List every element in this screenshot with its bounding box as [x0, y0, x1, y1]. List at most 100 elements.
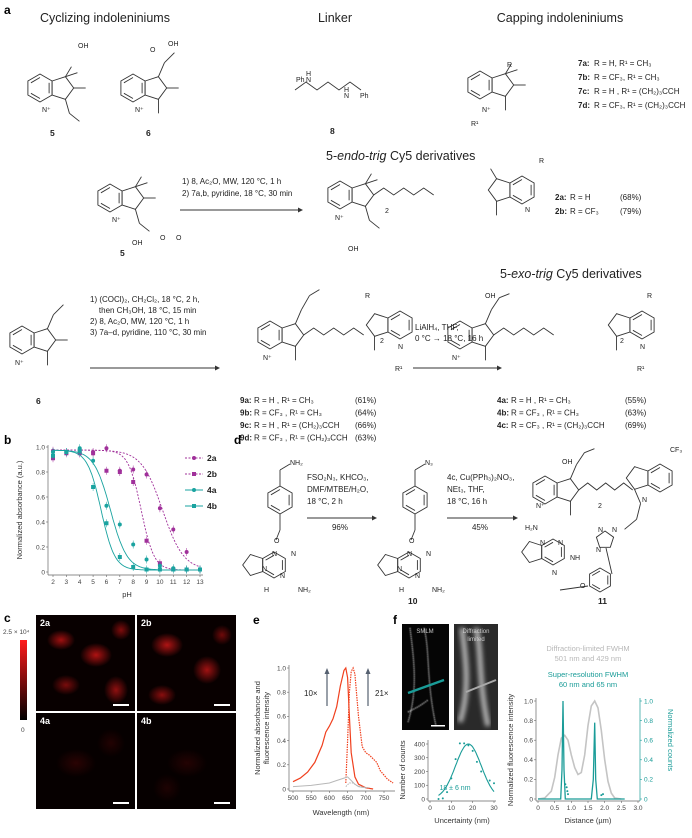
- x-tick-label: 0: [536, 805, 540, 812]
- fit-curve-2a: [53, 449, 201, 568]
- bond: [295, 309, 302, 324]
- five-membered-ring: [281, 323, 305, 347]
- five-membered-ring: [144, 76, 168, 100]
- capping-list: 7a: R = H, R¹ = CH₃ 7b: R = CF₃, R¹ = CH…: [578, 59, 686, 110]
- double-bond: [265, 569, 275, 576]
- double-bond: [650, 482, 661, 489]
- x-tick-label: 550: [306, 795, 317, 802]
- bond: [490, 168, 497, 179]
- data-point-4b: [91, 485, 96, 489]
- atom-label: OH: [78, 43, 89, 50]
- triazole-ring: [595, 530, 615, 548]
- product-text: R = CF₃ , R¹ = CH₃: [254, 409, 322, 418]
- bond: [624, 518, 637, 530]
- bond: [505, 69, 518, 75]
- x-tick-label: 13: [196, 579, 204, 586]
- bond: [636, 503, 641, 520]
- histogram-point: [475, 760, 478, 763]
- y2-tick-label: 0.8: [644, 718, 653, 725]
- product-yield: (79%): [620, 207, 642, 216]
- fwhm-annotation: Diffraction-limited FWHM: [546, 644, 629, 653]
- benzene-ring: [647, 463, 673, 493]
- product-id: 9b:: [240, 409, 252, 418]
- double-bond: [30, 77, 41, 84]
- svg-text:2a:: 2a:: [555, 193, 567, 202]
- x-tick-label: 600: [324, 795, 335, 802]
- product-text: R = CF₃ , R¹ = CH₃: [511, 409, 579, 418]
- histogram-point: [463, 742, 466, 745]
- atom-label: NH₂: [432, 587, 445, 594]
- y-tick-label: 0.4: [524, 757, 533, 764]
- step1-condition-2: DMF/MTBE/H₂O,: [307, 485, 368, 494]
- profile-line: [537, 699, 622, 800]
- atom-label: NH₂: [290, 460, 303, 467]
- double-bond: [632, 329, 643, 336]
- data-point-4a: [144, 557, 149, 562]
- x-tick-label: 2.0: [600, 805, 609, 812]
- y-tick-label: 100: [414, 783, 425, 790]
- five-membered-ring: [487, 178, 511, 202]
- colorbar: [20, 640, 27, 720]
- benzene-ring: [97, 183, 123, 213]
- endo-title: 5-endo-trig Cy5 derivatives: [326, 149, 475, 163]
- product-yield: (66%): [355, 421, 377, 430]
- data-point-2b: [144, 538, 149, 543]
- profile-point: [567, 793, 569, 796]
- y-tick-label: 0.2: [277, 762, 286, 769]
- y-axis-label: fluorescence intensity: [262, 692, 271, 764]
- atom-label: 2: [620, 338, 624, 345]
- header-capping: Capping indoleniniums: [497, 11, 623, 25]
- five-membered-ring: [491, 73, 515, 97]
- atom-label: N⁺: [42, 107, 51, 114]
- double-bond: [100, 202, 111, 209]
- x-tick-label: 8: [131, 579, 135, 586]
- arrow-head: [324, 668, 330, 674]
- y-tick-label: 0: [529, 796, 533, 803]
- product-yield: (55%): [625, 396, 647, 405]
- atom-label: N: [272, 551, 277, 558]
- atom-label: N: [558, 540, 563, 547]
- profile-line: [538, 700, 625, 800]
- y-tick-label: 0.4: [277, 738, 286, 745]
- spectrum-line: [292, 776, 366, 789]
- bond: [275, 529, 281, 541]
- cap-id: 7c:: [578, 87, 590, 96]
- product-yield: (61%): [355, 396, 377, 405]
- bond: [135, 209, 140, 224]
- polymethine-chain: [493, 327, 554, 336]
- double-bond: [330, 184, 341, 191]
- legend-marker: [192, 472, 196, 476]
- data-point-2b: [104, 468, 109, 473]
- histogram-point: [450, 777, 453, 780]
- svg-text:7b:: 7b:: [578, 73, 590, 82]
- atom-label: N: [398, 344, 403, 351]
- product-text: R = H , R¹ = CH₃: [511, 396, 571, 405]
- step2-condition-2: NEt₃, THF,: [447, 485, 485, 494]
- bond: [505, 63, 512, 74]
- atom-label: N: [291, 551, 296, 558]
- endo-condition-2: 2) 7a,b, pyridine, 18 °C, 30 min: [182, 189, 292, 198]
- step2-condition-3: 18 °C, 16 h: [447, 497, 487, 506]
- chemical-structures: [9, 52, 673, 593]
- atom-label: N: [598, 527, 603, 534]
- atom-label: R¹: [637, 366, 645, 373]
- cap-text: R = H, R¹ = CH₃: [594, 59, 652, 68]
- polymethine-chain: [303, 327, 364, 336]
- cap-id: 7d:: [578, 101, 590, 110]
- colorbar-max: 2.5 × 10⁴: [3, 629, 30, 636]
- product-yield: (69%): [625, 421, 647, 430]
- double-bond: [535, 494, 546, 501]
- atom-label: N⁺: [335, 215, 344, 222]
- product-yield: (64%): [355, 409, 377, 418]
- double-bond: [470, 74, 481, 81]
- x-tick-label: 500: [288, 795, 299, 802]
- enhancement-label: 10×: [304, 689, 318, 698]
- cap-text: R = H , R¹ = (CH₂)₃CCH: [594, 87, 680, 96]
- data-point-2a: [171, 527, 176, 532]
- gaussian-fit: [438, 743, 495, 796]
- atom-label: OH: [132, 240, 143, 247]
- data-point-2b: [131, 480, 136, 484]
- y-tick-label: 0.6: [277, 714, 286, 721]
- atom-label: R: [507, 62, 512, 69]
